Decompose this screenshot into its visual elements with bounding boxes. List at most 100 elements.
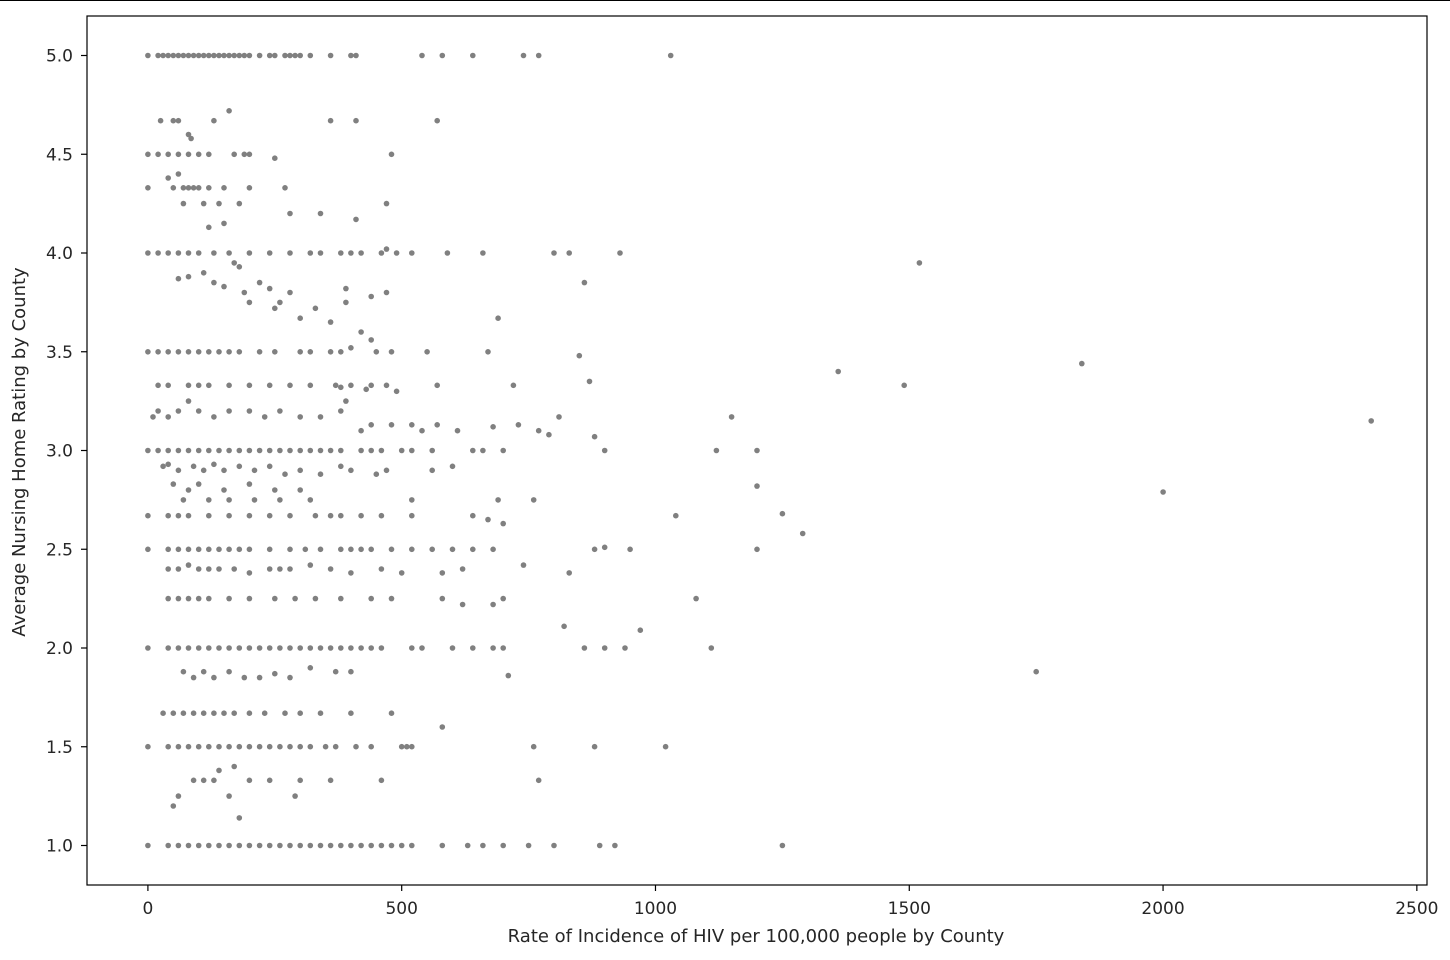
data-point xyxy=(348,52,354,59)
data-point xyxy=(180,668,187,675)
data-point xyxy=(261,414,268,420)
data-point xyxy=(327,512,334,519)
data-point xyxy=(246,595,253,602)
data-point xyxy=(185,151,192,158)
data-point xyxy=(236,463,243,470)
data-point xyxy=(327,52,334,59)
data-point xyxy=(236,200,243,207)
data-point xyxy=(206,743,212,750)
data-point xyxy=(175,645,182,651)
data-point xyxy=(256,674,263,681)
data-point xyxy=(241,151,248,158)
data-point xyxy=(1079,360,1085,367)
data-point xyxy=(246,151,253,158)
data-point xyxy=(246,299,253,306)
data-point xyxy=(510,382,517,389)
data-point xyxy=(398,447,405,454)
data-point xyxy=(799,530,806,537)
data-point xyxy=(206,566,212,572)
data-point xyxy=(277,447,283,454)
data-point xyxy=(378,842,385,849)
data-point xyxy=(155,382,161,389)
data-point xyxy=(185,273,192,280)
data-point xyxy=(495,497,501,503)
data-point xyxy=(256,52,263,59)
data-point xyxy=(637,627,644,633)
data-point xyxy=(566,250,572,256)
data-point xyxy=(216,842,222,849)
data-point xyxy=(200,52,207,59)
data-point xyxy=(175,408,182,414)
data-point xyxy=(170,710,177,716)
data-point xyxy=(216,566,222,572)
data-point xyxy=(160,52,166,59)
data-point xyxy=(277,299,283,306)
data-point xyxy=(398,570,405,576)
data-point xyxy=(175,566,182,572)
data-point xyxy=(409,512,415,519)
data-point xyxy=(368,546,375,553)
data-point xyxy=(409,546,415,553)
data-point xyxy=(190,710,197,716)
data-point xyxy=(317,842,324,849)
y-axis-ticks: 1.0 1.5 2.0 2.5 3.0 3.5 4.0 4.5 5.0 xyxy=(46,47,87,857)
data-point xyxy=(708,645,715,651)
data-point xyxy=(388,595,395,602)
data-point xyxy=(195,382,202,389)
data-point xyxy=(195,645,202,651)
data-point xyxy=(226,250,232,256)
data-point xyxy=(1368,418,1374,424)
data-point xyxy=(393,250,400,256)
data-point xyxy=(282,710,288,716)
data-point xyxy=(627,546,633,553)
data-point xyxy=(617,250,623,256)
data-point xyxy=(327,842,334,849)
data-point xyxy=(439,595,446,602)
data-point xyxy=(277,645,283,651)
data-point xyxy=(520,52,527,59)
data-point xyxy=(175,52,182,59)
data-point xyxy=(266,52,273,59)
data-point xyxy=(145,52,151,59)
data-point xyxy=(226,497,232,503)
data-point xyxy=(185,447,192,454)
data-point xyxy=(272,305,278,312)
data-point xyxy=(185,487,192,493)
data-point xyxy=(368,337,375,343)
data-point xyxy=(470,52,476,59)
data-point xyxy=(490,601,496,608)
data-point xyxy=(145,250,151,256)
data-point xyxy=(190,185,197,191)
data-point xyxy=(185,185,192,191)
data-point xyxy=(236,264,243,270)
data-point xyxy=(500,595,507,602)
data-point xyxy=(419,645,425,651)
data-point xyxy=(348,710,354,716)
data-point xyxy=(241,52,248,59)
data-point xyxy=(246,408,253,414)
data-point xyxy=(282,185,288,191)
data-point xyxy=(388,151,395,158)
data-point xyxy=(211,117,217,124)
data-point xyxy=(358,512,364,519)
data-point xyxy=(200,668,207,675)
data-point xyxy=(195,842,202,849)
data-point xyxy=(297,777,304,784)
data-point xyxy=(165,566,171,572)
data-point xyxy=(566,570,572,576)
data-point xyxy=(246,185,253,191)
data-point xyxy=(221,467,227,474)
data-point xyxy=(490,645,496,651)
data-point xyxy=(485,349,491,355)
data-point xyxy=(287,52,293,59)
data-point xyxy=(297,349,304,355)
data-point xyxy=(353,216,359,223)
data-point xyxy=(500,520,507,527)
data-point xyxy=(368,382,375,389)
data-point xyxy=(434,382,441,389)
data-point xyxy=(358,329,364,335)
y-tick-label: 2.5 xyxy=(46,540,73,560)
data-point xyxy=(368,447,375,454)
data-point xyxy=(551,250,557,256)
data-point xyxy=(185,382,192,389)
